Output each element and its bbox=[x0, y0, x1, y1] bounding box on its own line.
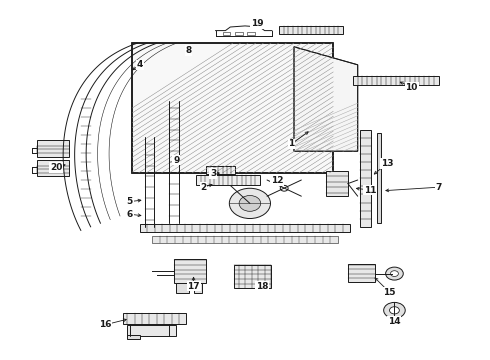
Circle shape bbox=[239, 195, 261, 211]
Text: 19: 19 bbox=[251, 19, 264, 28]
Text: 17: 17 bbox=[187, 282, 200, 291]
Text: 11: 11 bbox=[364, 186, 376, 194]
Circle shape bbox=[384, 302, 405, 318]
Text: 2: 2 bbox=[200, 183, 206, 192]
Polygon shape bbox=[294, 47, 358, 151]
Circle shape bbox=[280, 185, 288, 191]
Circle shape bbox=[386, 267, 403, 280]
Text: 14: 14 bbox=[388, 317, 401, 325]
Text: 12: 12 bbox=[270, 176, 283, 185]
Text: 8: 8 bbox=[186, 46, 192, 55]
Bar bbox=[234, 265, 271, 288]
Bar bbox=[326, 171, 348, 196]
Bar bbox=[247, 32, 255, 35]
Bar bbox=[377, 133, 381, 223]
Bar bbox=[360, 130, 371, 227]
Bar bbox=[152, 236, 338, 243]
Circle shape bbox=[390, 307, 399, 314]
Bar bbox=[37, 160, 69, 176]
Bar bbox=[37, 140, 69, 157]
Bar bbox=[140, 224, 350, 232]
Text: 5: 5 bbox=[127, 197, 133, 206]
Text: 13: 13 bbox=[381, 159, 393, 168]
Text: 20: 20 bbox=[50, 163, 63, 172]
Text: 1: 1 bbox=[289, 139, 294, 148]
Bar bbox=[353, 76, 439, 85]
Bar bbox=[176, 283, 189, 293]
Text: 9: 9 bbox=[173, 156, 180, 165]
Polygon shape bbox=[132, 43, 333, 173]
Bar bbox=[235, 32, 243, 35]
Bar bbox=[206, 166, 235, 174]
Circle shape bbox=[229, 188, 270, 219]
Bar bbox=[223, 32, 230, 35]
Bar bbox=[348, 264, 375, 282]
Bar bbox=[174, 259, 206, 283]
Text: 16: 16 bbox=[99, 320, 112, 329]
Text: 10: 10 bbox=[405, 83, 418, 91]
Text: 6: 6 bbox=[127, 210, 133, 219]
Text: 18: 18 bbox=[256, 282, 269, 291]
Bar bbox=[127, 335, 140, 339]
Bar bbox=[122, 313, 186, 324]
Bar bbox=[279, 26, 343, 34]
Bar bbox=[127, 325, 176, 336]
Bar bbox=[196, 175, 260, 185]
Bar bbox=[194, 283, 202, 293]
Text: 4: 4 bbox=[136, 60, 143, 69]
Circle shape bbox=[391, 271, 398, 276]
Text: 7: 7 bbox=[435, 183, 442, 192]
Text: 3: 3 bbox=[210, 169, 216, 178]
Text: 15: 15 bbox=[383, 288, 396, 297]
